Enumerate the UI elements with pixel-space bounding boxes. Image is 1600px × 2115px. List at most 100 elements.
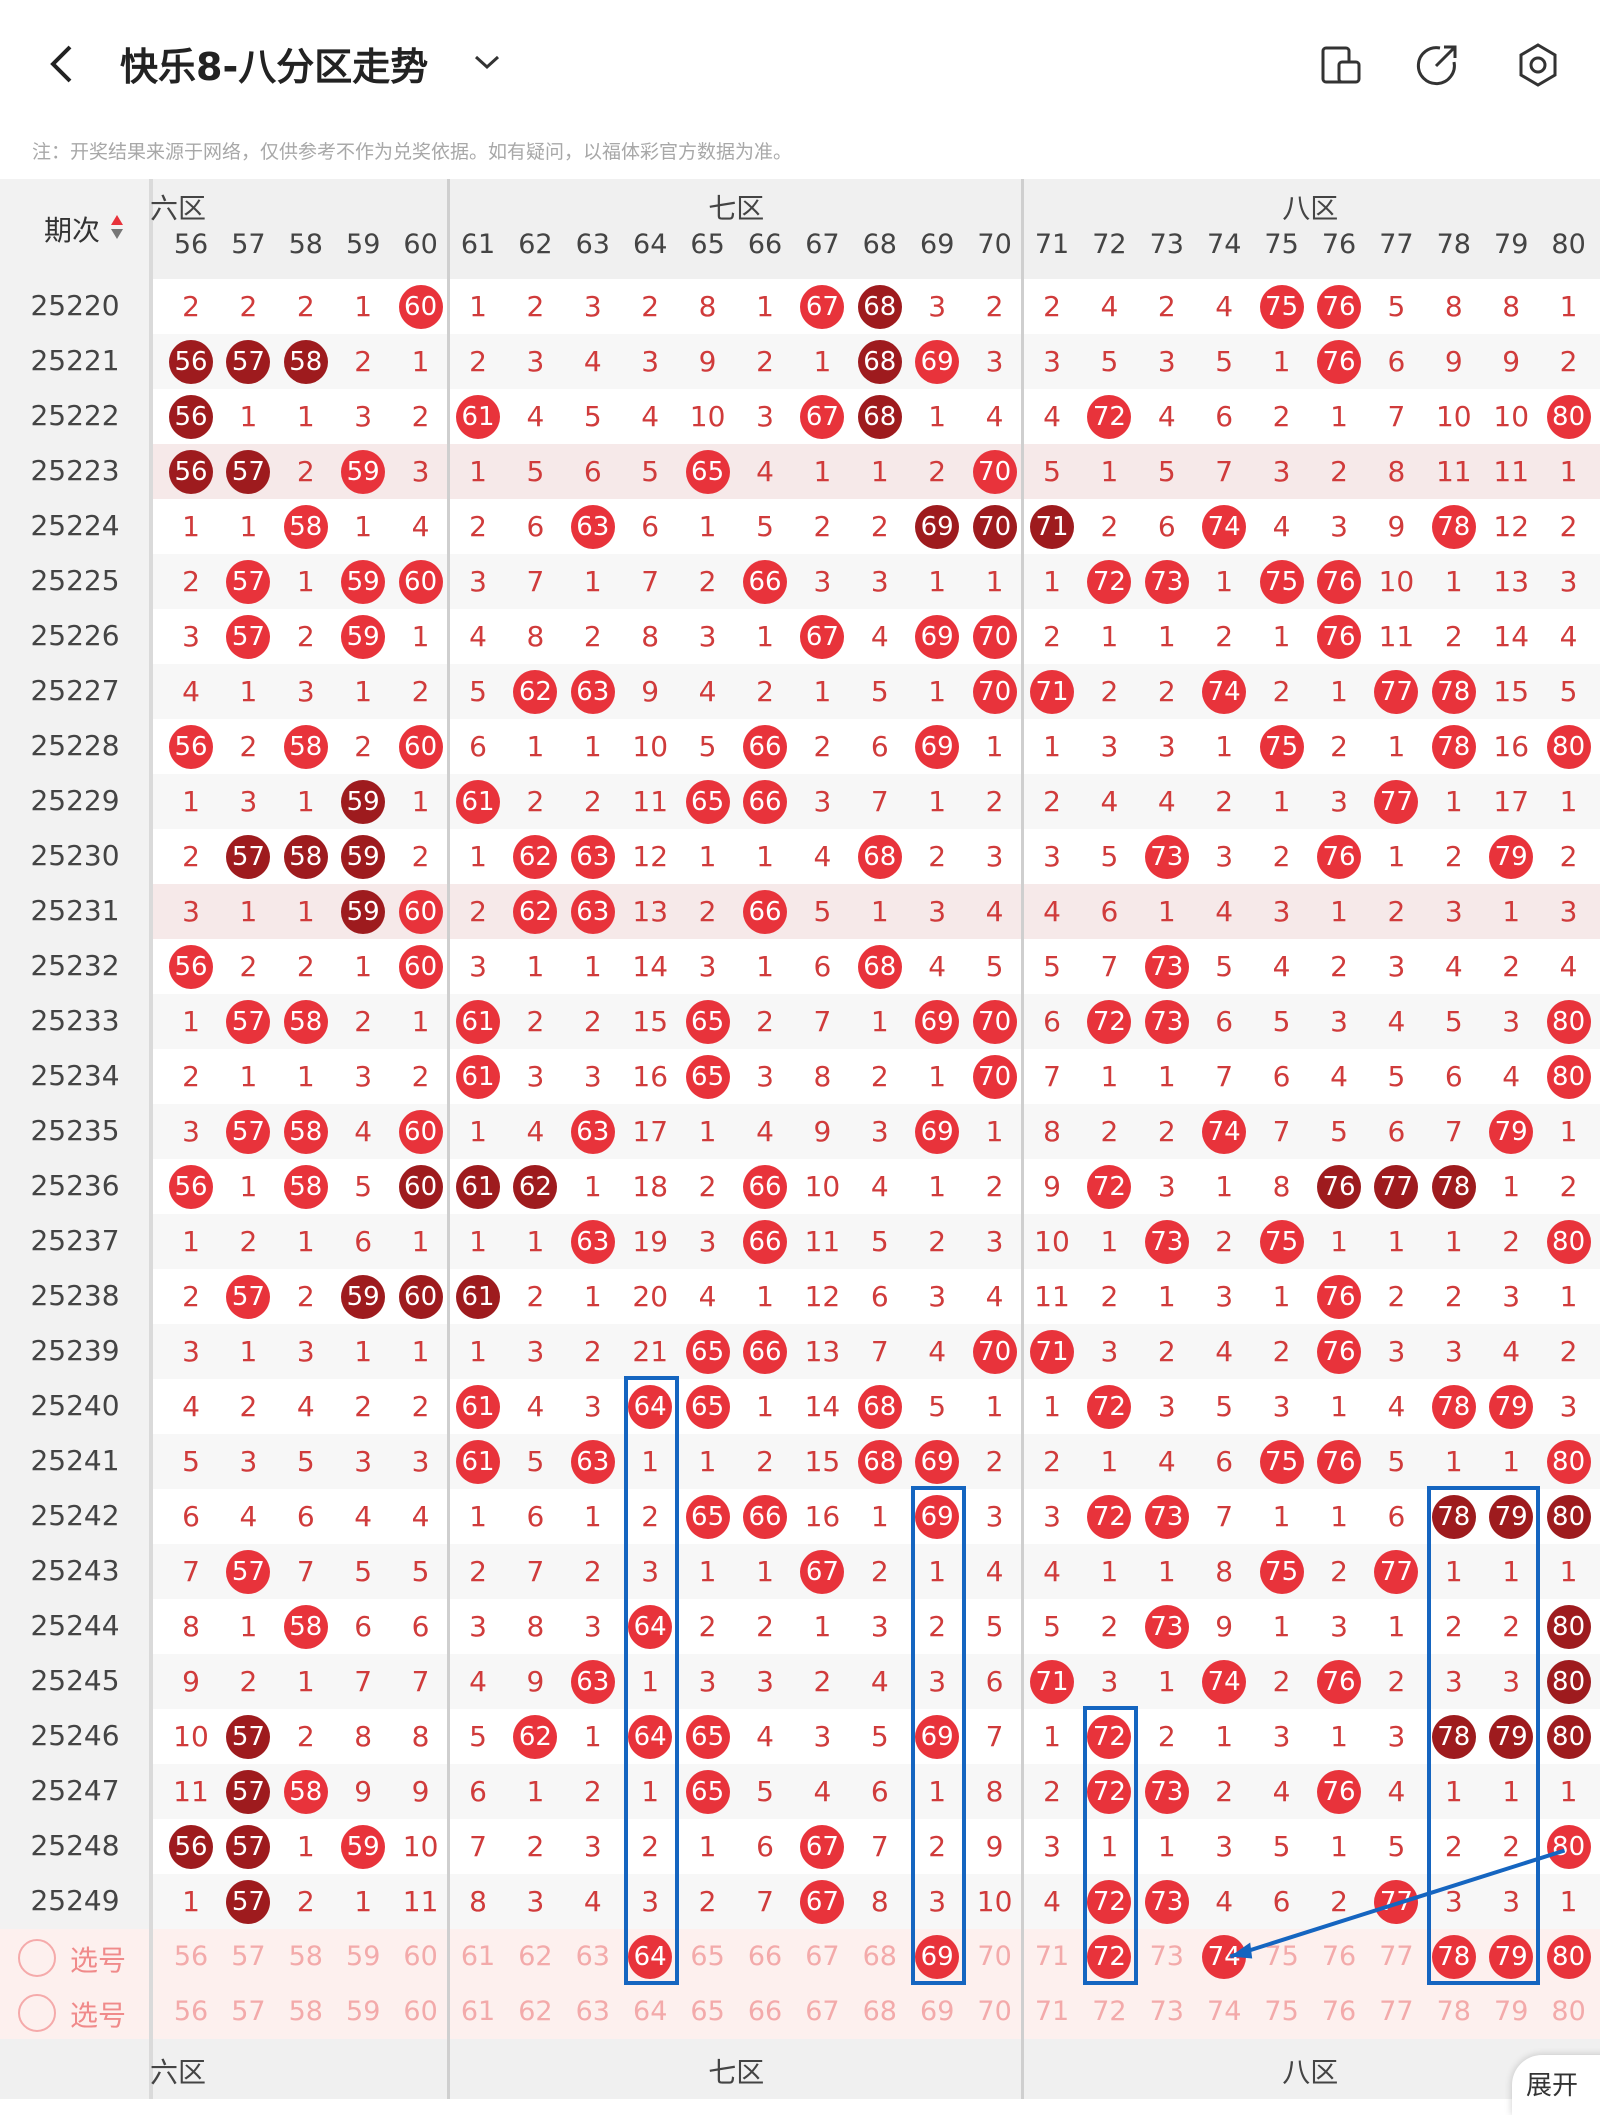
selectable-number[interactable]: 61 bbox=[460, 1941, 496, 1972]
select-number-cell[interactable]: 58 bbox=[277, 1929, 334, 1984]
selectable-number[interactable]: 80 bbox=[1551, 1996, 1586, 2027]
selectable-number[interactable]: 63 bbox=[575, 1996, 610, 2027]
select-number-cell[interactable]: 76 bbox=[1310, 1929, 1367, 1984]
selectable-number[interactable]: 59 bbox=[346, 1996, 381, 2027]
selectable-number[interactable]: 63 bbox=[575, 1941, 610, 1972]
select-number-cell[interactable]: 75 bbox=[1253, 1929, 1310, 1984]
sort-updown-icon[interactable] bbox=[110, 213, 124, 241]
selectable-number[interactable]: 70 bbox=[977, 1941, 1012, 1972]
selectable-number[interactable]: 56 bbox=[173, 1996, 209, 2027]
select-row-label[interactable]: 选号 bbox=[70, 1944, 127, 1977]
selectable-number[interactable]: 70 bbox=[977, 1996, 1012, 2027]
select-number-cell[interactable]: 68 bbox=[851, 1984, 908, 2039]
select-number-cell[interactable]: 63 bbox=[564, 1929, 621, 1984]
selectable-number[interactable]: 65 bbox=[690, 1996, 725, 2027]
select-radio[interactable] bbox=[18, 1939, 56, 1977]
selectable-number[interactable]: 73 bbox=[1149, 1941, 1184, 1972]
selectable-number[interactable]: 60 bbox=[403, 1941, 438, 1972]
select-number-cell[interactable]: 69 bbox=[909, 1929, 966, 1984]
select-number-cell[interactable]: 67 bbox=[794, 1984, 851, 2039]
select-number-cell[interactable]: 71 bbox=[1023, 1929, 1080, 1984]
selectable-number[interactable]: 76 bbox=[1321, 1996, 1357, 2027]
select-number-cell[interactable]: 73 bbox=[1138, 1929, 1195, 1984]
select-number-cell[interactable]: 77 bbox=[1368, 1984, 1425, 2039]
selectable-number[interactable]: 58 bbox=[288, 1941, 323, 1972]
chevron-down-icon[interactable] bbox=[474, 54, 500, 70]
selectable-number[interactable]: 75 bbox=[1264, 1941, 1299, 1972]
select-number-cell[interactable]: 60 bbox=[392, 1984, 449, 2039]
selectable-number[interactable]: 68 bbox=[862, 1941, 897, 1972]
select-number-cell[interactable]: 69 bbox=[909, 1984, 966, 2039]
select-number-cell[interactable]: 77 bbox=[1368, 1929, 1425, 1984]
selectable-number[interactable]: 65 bbox=[690, 1941, 725, 1972]
selectable-number[interactable]: 56 bbox=[173, 1941, 209, 1972]
select-number-cell[interactable]: 70 bbox=[966, 1984, 1023, 2039]
selectable-number[interactable]: 57 bbox=[231, 1996, 266, 2027]
selectable-number[interactable]: 72 bbox=[1092, 1996, 1127, 2027]
select-number-cell[interactable]: 56 bbox=[162, 1929, 219, 1984]
select-number-cell[interactable]: 79 bbox=[1483, 1984, 1540, 2039]
select-number-cell[interactable]: 61 bbox=[449, 1929, 506, 1984]
selected-number-ball[interactable]: 74 bbox=[1202, 1934, 1247, 1979]
selectable-number[interactable]: 79 bbox=[1494, 1996, 1529, 2027]
select-number-cell[interactable]: 65 bbox=[679, 1929, 736, 1984]
select-number-cell[interactable]: 72 bbox=[1081, 1929, 1138, 1984]
back-icon[interactable] bbox=[48, 44, 76, 84]
selectable-number[interactable]: 69 bbox=[920, 1996, 955, 2027]
selectable-number[interactable]: 75 bbox=[1264, 1996, 1299, 2027]
selectable-number[interactable]: 66 bbox=[747, 1996, 783, 2027]
select-row-label[interactable]: 选号 bbox=[70, 1999, 127, 2032]
select-number-cell[interactable]: 74 bbox=[1196, 1984, 1253, 2039]
select-number-cell[interactable]: 58 bbox=[277, 1984, 334, 2039]
selectable-number[interactable]: 67 bbox=[805, 1941, 840, 1972]
page-title[interactable]: 快乐8-八分区走势 bbox=[120, 45, 429, 89]
select-number-cell[interactable]: 73 bbox=[1138, 1984, 1195, 2039]
selectable-number[interactable]: 57 bbox=[231, 1941, 266, 1972]
select-number-cell[interactable]: 62 bbox=[507, 1984, 564, 2039]
selectable-number[interactable]: 61 bbox=[460, 1996, 496, 2027]
select-number-cell[interactable]: 66 bbox=[736, 1929, 793, 1984]
selectable-number[interactable]: 59 bbox=[346, 1941, 381, 1972]
selectable-number[interactable]: 64 bbox=[633, 1996, 668, 2027]
selected-number-ball[interactable]: 69 bbox=[915, 1934, 960, 1979]
select-radio[interactable] bbox=[18, 1994, 56, 2032]
select-number-cell[interactable]: 72 bbox=[1081, 1984, 1138, 2039]
device-switch-icon[interactable] bbox=[1318, 42, 1364, 88]
select-number-cell[interactable]: 61 bbox=[449, 1984, 506, 2039]
select-number-cell[interactable]: 70 bbox=[966, 1929, 1023, 1984]
selected-number-ball[interactable]: 64 bbox=[628, 1934, 673, 1979]
select-number-cell[interactable]: 75 bbox=[1253, 1984, 1310, 2039]
selectable-number[interactable]: 71 bbox=[1034, 1996, 1070, 2027]
selectable-number[interactable]: 76 bbox=[1321, 1941, 1357, 1972]
select-number-cell[interactable]: 68 bbox=[851, 1929, 908, 1984]
select-number-cell[interactable]: 57 bbox=[220, 1984, 277, 2039]
select-number-cell[interactable]: 65 bbox=[679, 1984, 736, 2039]
period-header[interactable]: 期次 bbox=[44, 214, 101, 247]
selected-number-ball[interactable]: 72 bbox=[1087, 1934, 1132, 1979]
share-icon[interactable] bbox=[1414, 42, 1460, 88]
select-number-cell[interactable]: 71 bbox=[1023, 1984, 1080, 2039]
select-number-cell[interactable]: 78 bbox=[1425, 1984, 1482, 2039]
selectable-number[interactable]: 68 bbox=[862, 1996, 897, 2027]
selectable-number[interactable]: 73 bbox=[1149, 1996, 1184, 2027]
selectable-number[interactable]: 66 bbox=[747, 1941, 783, 1972]
selectable-number[interactable]: 67 bbox=[805, 1996, 840, 2027]
selectable-number[interactable]: 77 bbox=[1379, 1941, 1414, 1972]
select-number-cell[interactable]: 59 bbox=[335, 1929, 392, 1984]
selectable-number[interactable]: 78 bbox=[1436, 1996, 1471, 2027]
select-number-cell[interactable]: 80 bbox=[1540, 1984, 1597, 2039]
select-number-cell[interactable]: 74 bbox=[1196, 1929, 1253, 1984]
select-number-cell[interactable]: 56 bbox=[162, 1984, 219, 2039]
selectable-number[interactable]: 71 bbox=[1034, 1941, 1070, 1972]
select-number-cell[interactable]: 80 bbox=[1540, 1929, 1597, 1984]
select-number-cell[interactable]: 64 bbox=[622, 1929, 679, 1984]
select-number-cell[interactable]: 76 bbox=[1310, 1984, 1367, 2039]
selectable-number[interactable]: 77 bbox=[1379, 1996, 1414, 2027]
select-number-cell[interactable]: 57 bbox=[220, 1929, 277, 1984]
select-number-cell[interactable]: 64 bbox=[622, 1984, 679, 2039]
select-number-cell[interactable]: 60 bbox=[392, 1929, 449, 1984]
selectable-number[interactable]: 74 bbox=[1207, 1996, 1242, 2027]
selectable-number[interactable]: 62 bbox=[518, 1996, 553, 2027]
select-number-cell[interactable]: 59 bbox=[335, 1984, 392, 2039]
selectable-number[interactable]: 58 bbox=[288, 1996, 323, 2027]
